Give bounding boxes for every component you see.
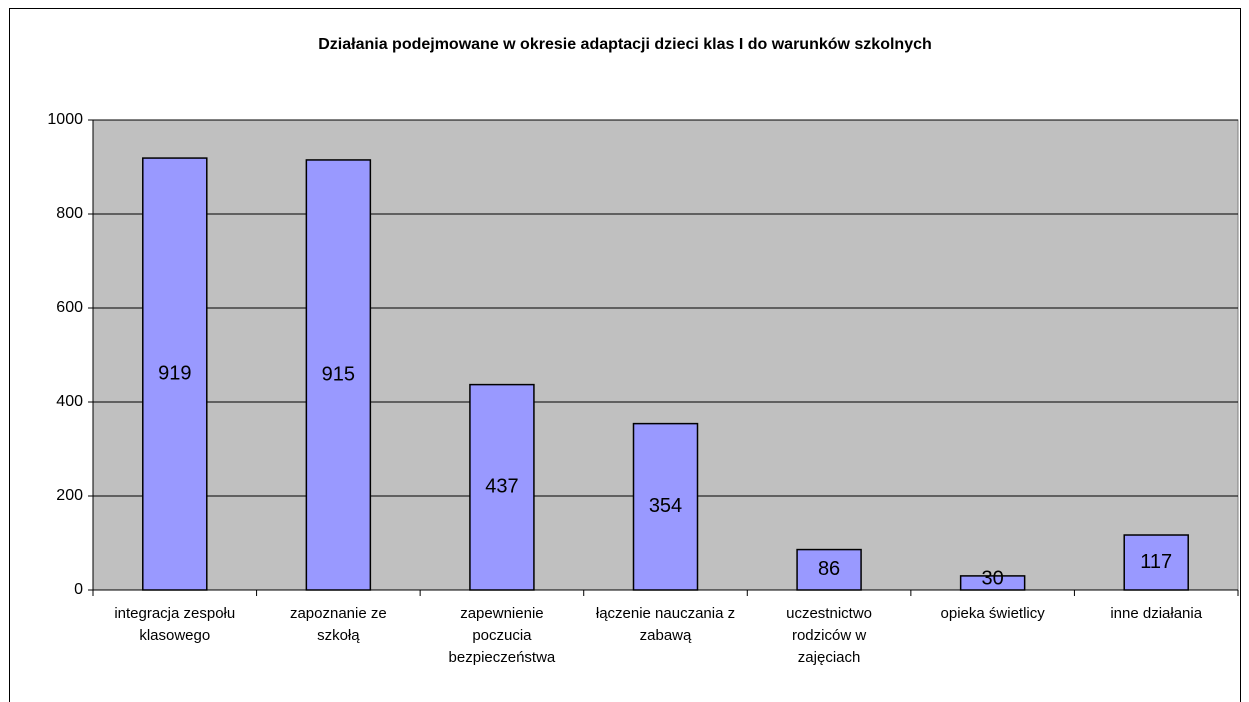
x-tick-label: uczestnictwo rodziców w zajęciach bbox=[786, 605, 872, 666]
bar bbox=[305, 159, 372, 591]
x-tick-label: zapewnienie poczucia bezpieczeństwa bbox=[449, 605, 556, 666]
bar bbox=[142, 157, 208, 591]
y-tick-label: 1000 bbox=[47, 111, 83, 128]
y-tick-label: 400 bbox=[56, 393, 83, 410]
x-tick-label: opieka świetlicy bbox=[941, 605, 1046, 622]
y-tick-label: 800 bbox=[56, 205, 83, 222]
x-tick-label: zapoznanie ze szkołą bbox=[290, 605, 387, 644]
x-tick-label: łączenie nauczania z zabawą bbox=[596, 605, 735, 644]
value-label: 354 bbox=[649, 495, 682, 517]
y-tick-label: 200 bbox=[56, 487, 83, 504]
chart-title: Działania podejmowane w okresie adaptacj… bbox=[318, 36, 932, 53]
bar bbox=[959, 575, 1026, 591]
value-label: 919 bbox=[158, 362, 191, 384]
value-label: 117 bbox=[1140, 551, 1172, 573]
x-tick-label: integracja zespołu klasowego bbox=[114, 605, 235, 644]
bar bbox=[632, 422, 699, 591]
value-label: 30 bbox=[982, 567, 1004, 589]
y-tick-label: 0 bbox=[74, 581, 83, 598]
value-label: 86 bbox=[818, 558, 840, 580]
y-tick-label: 600 bbox=[56, 299, 83, 316]
x-tick-label: inne działania bbox=[1110, 605, 1202, 622]
bar bbox=[469, 383, 535, 591]
value-label: 915 bbox=[322, 363, 355, 385]
value-label: 437 bbox=[485, 476, 518, 498]
bar bbox=[796, 548, 862, 591]
bar bbox=[1123, 534, 1189, 591]
